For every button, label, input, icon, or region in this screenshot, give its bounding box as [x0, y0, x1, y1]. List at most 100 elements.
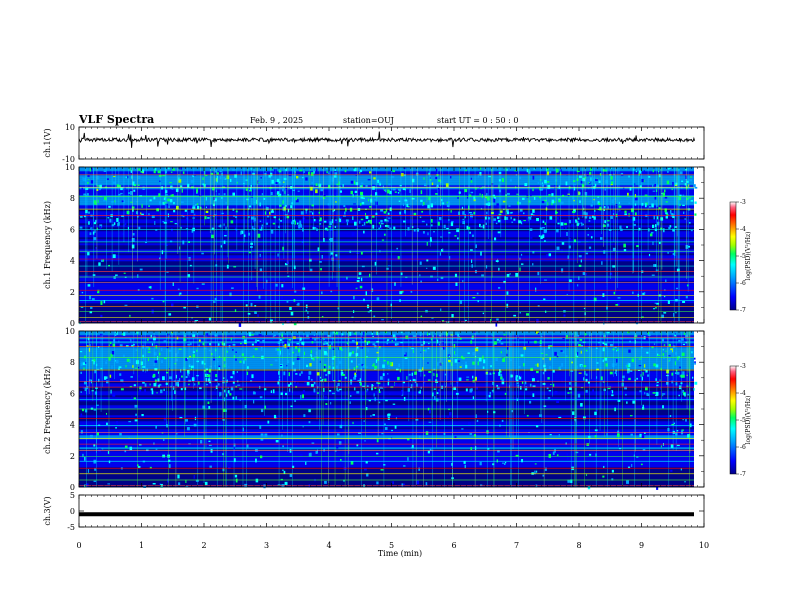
spectrogram-cell	[469, 433, 473, 435]
spectrogram-cell	[365, 366, 369, 368]
spectrogram-cell	[205, 210, 209, 214]
spectrogram-cell	[322, 194, 326, 198]
spectrogram-cell	[335, 219, 337, 221]
spectrogram-cell	[556, 229, 559, 233]
spectrogram-cell	[583, 211, 586, 215]
spectrogram-cell	[679, 171, 683, 175]
spectrogram-cell	[475, 414, 477, 419]
spectrogram-cell	[189, 355, 191, 358]
spectrogram-cell	[379, 345, 381, 349]
spectrogram-cell	[251, 334, 254, 336]
spectrogram-cell	[518, 375, 522, 380]
spectrogram-cell	[131, 244, 135, 249]
spectrogram-cell	[513, 314, 517, 317]
spectrogram-cell	[359, 185, 362, 187]
spectrogram-cell	[571, 196, 575, 200]
spectrogram-cell	[355, 287, 358, 290]
spectrogram-cell	[487, 217, 491, 220]
spectrogram-cell	[526, 331, 529, 334]
spectrogram-band	[79, 251, 694, 254]
spectrogram-cell	[625, 366, 628, 369]
spectrogram-cell	[666, 180, 670, 185]
spectrogram-cell	[184, 209, 187, 212]
spectrogram-cell	[590, 204, 593, 207]
spectrogram-cell	[515, 379, 519, 382]
spectrogram-cell	[354, 387, 356, 391]
spectrogram-cell	[275, 283, 278, 287]
spectrogram-cell	[205, 454, 207, 457]
spectrogram-cell	[648, 228, 650, 232]
spectrogram-cell	[177, 350, 179, 354]
spectrogram-cell	[371, 332, 373, 335]
spectrogram-cell	[686, 180, 689, 183]
spectrogram-band	[79, 423, 694, 426]
spectrogram-cell	[504, 392, 507, 395]
spectrogram-cell	[362, 197, 365, 199]
spectrogram-cell	[606, 433, 608, 437]
spectrogram-cell	[293, 322, 297, 326]
spectrogram-cell	[436, 362, 439, 367]
spectrogram-cell	[222, 418, 225, 421]
spectrogram-cell	[414, 371, 417, 375]
y-tick-label: 4	[70, 257, 75, 266]
spectrogram-cell	[365, 212, 367, 217]
spectrogram-cell	[626, 401, 628, 404]
spectrogram-cell	[611, 390, 614, 394]
spectrogram-cell	[495, 260, 499, 262]
spectrogram-band	[79, 223, 694, 226]
spectrogram-cell	[103, 169, 107, 173]
spectrogram-cell	[178, 176, 180, 181]
spectrogram-cell	[400, 390, 404, 394]
spectrogram-cell	[674, 184, 678, 186]
spectrogram-cell	[478, 357, 482, 362]
spectrogram-cell	[576, 223, 579, 226]
spectrogram-cell	[625, 393, 627, 396]
spectrogram-cell	[559, 366, 562, 371]
spectrogram-band	[79, 183, 694, 186]
spectrogram-cell	[286, 365, 288, 367]
y-tick-label: -5	[67, 523, 75, 532]
spectrogram-cell	[514, 435, 516, 439]
spectrogram-cell	[336, 388, 338, 391]
spectrogram-cell	[387, 189, 390, 194]
spectrogram-cell	[578, 191, 580, 196]
spectrogram-cell	[230, 220, 234, 224]
spectrogram-cell	[430, 338, 433, 341]
spectrogram-cell	[273, 216, 277, 219]
spectrogram-cell	[254, 305, 257, 307]
spectrogram-band	[79, 333, 694, 336]
spectrogram-cell	[556, 246, 560, 251]
spectrogram-cell	[363, 298, 365, 302]
spectrogram-cell	[233, 266, 237, 268]
spectrogram-cell	[400, 342, 403, 344]
spectrogram-cell	[105, 412, 108, 415]
colorbar-tick-label: -5	[740, 253, 746, 260]
spectrogram-cell	[568, 279, 572, 282]
spectrogram-cell	[188, 379, 192, 382]
spectrogram-cell	[642, 448, 646, 451]
spectrogram-cell	[495, 235, 497, 237]
spectrogram-band	[79, 169, 694, 172]
spectrogram-cell	[196, 205, 200, 210]
spectrogram-cell	[208, 368, 211, 373]
spectrogram-cell	[542, 234, 545, 239]
spectrogram-cell	[149, 199, 152, 202]
spectrogram-cell	[283, 371, 286, 376]
spectrogram-cell	[496, 221, 499, 224]
spectrogram-cell	[140, 212, 142, 215]
spectrogram-cell	[639, 390, 642, 393]
spectrogram-cell	[472, 361, 475, 365]
spectrogram-cell	[171, 331, 174, 334]
spectrogram-cell	[89, 232, 92, 235]
spectrogram-cell	[370, 198, 373, 203]
spectrogram-cell	[360, 182, 364, 185]
spectrogram-cell	[81, 292, 84, 294]
spectrogram-band	[79, 287, 694, 290]
spectrogram-cell	[554, 448, 556, 453]
spectrogram-cell	[368, 219, 370, 223]
spectrogram-cell	[362, 213, 364, 216]
spectrogram-cell	[431, 224, 433, 227]
spectrogram-cell	[331, 337, 335, 340]
spectrogram-cell	[684, 481, 686, 483]
spectrogram-cell	[242, 427, 244, 432]
